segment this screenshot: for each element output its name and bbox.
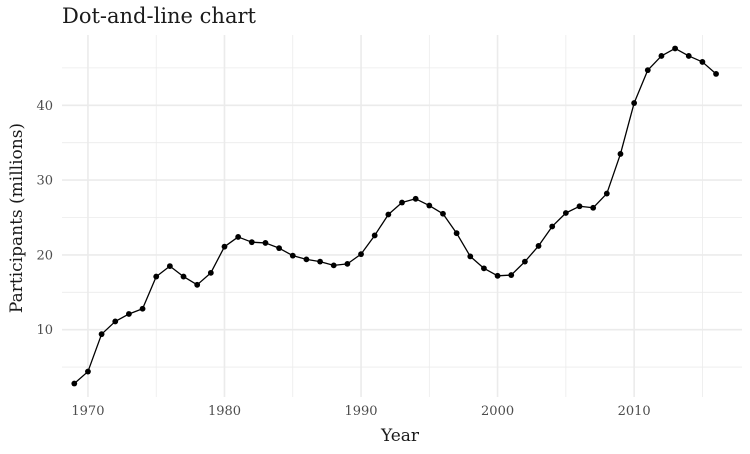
x-tick-label: 1980 bbox=[208, 404, 241, 419]
data-point bbox=[631, 100, 638, 106]
data-point bbox=[617, 151, 624, 157]
data-point bbox=[194, 281, 201, 288]
data-point bbox=[289, 252, 296, 259]
data-point bbox=[658, 53, 665, 59]
data-point bbox=[317, 258, 323, 265]
data-point bbox=[453, 230, 460, 237]
data-point bbox=[562, 210, 569, 216]
data-point bbox=[549, 223, 556, 230]
data-point bbox=[71, 380, 78, 387]
data-point bbox=[467, 253, 474, 260]
y-tick-label: 40 bbox=[36, 99, 53, 114]
grid-minor bbox=[62, 35, 742, 397]
data-point bbox=[330, 262, 337, 269]
data-point bbox=[494, 272, 501, 279]
data-point bbox=[262, 240, 269, 246]
x-tick-label: 2000 bbox=[481, 404, 514, 419]
data-point bbox=[685, 53, 692, 59]
data-point bbox=[535, 243, 542, 249]
data-point bbox=[508, 272, 515, 278]
data-point bbox=[98, 331, 105, 338]
chart-title: Dot-and-line chart bbox=[62, 4, 256, 28]
data-point bbox=[412, 195, 419, 202]
y-tick-label: 20 bbox=[36, 248, 53, 263]
data-point bbox=[576, 203, 583, 210]
x-axis-ticks: 1970 1980 1990 2000 2010 bbox=[71, 404, 650, 419]
data-point bbox=[371, 232, 378, 239]
y-tick-label: 10 bbox=[36, 323, 53, 338]
y-tick-label: 30 bbox=[36, 174, 53, 189]
data-point bbox=[180, 273, 187, 280]
data-point bbox=[399, 199, 405, 206]
data-point bbox=[481, 265, 487, 272]
x-tick-label: 1990 bbox=[344, 404, 377, 419]
data-point bbox=[126, 311, 132, 317]
data-point bbox=[672, 45, 678, 52]
data-point bbox=[440, 210, 446, 217]
data-point bbox=[590, 204, 597, 211]
data-point bbox=[112, 318, 119, 325]
data-point bbox=[248, 239, 255, 246]
data-point bbox=[603, 190, 610, 197]
data-point bbox=[699, 59, 706, 65]
data-point bbox=[139, 305, 146, 312]
data-point bbox=[644, 67, 651, 74]
x-tick-label: 2010 bbox=[618, 404, 651, 419]
data-point bbox=[207, 269, 214, 276]
data-point bbox=[344, 260, 351, 267]
data-point bbox=[303, 256, 310, 263]
series-layer bbox=[71, 45, 719, 387]
data-point bbox=[221, 243, 228, 250]
x-axis-label: Year bbox=[380, 426, 420, 446]
data-point bbox=[385, 211, 392, 218]
data-point bbox=[166, 263, 173, 270]
data-point bbox=[153, 273, 160, 280]
data-point bbox=[521, 258, 528, 265]
data-point bbox=[358, 251, 364, 258]
data-point bbox=[235, 234, 242, 240]
data-point bbox=[85, 368, 91, 375]
x-tick-label: 1970 bbox=[71, 404, 104, 419]
series-line bbox=[73, 47, 717, 385]
grid-major bbox=[62, 35, 742, 397]
y-axis-label: Participants (millions) bbox=[7, 123, 27, 313]
y-axis-ticks: 10 20 30 40 bbox=[36, 99, 53, 338]
data-point bbox=[426, 202, 433, 209]
data-point bbox=[276, 245, 283, 252]
data-point bbox=[713, 70, 719, 77]
